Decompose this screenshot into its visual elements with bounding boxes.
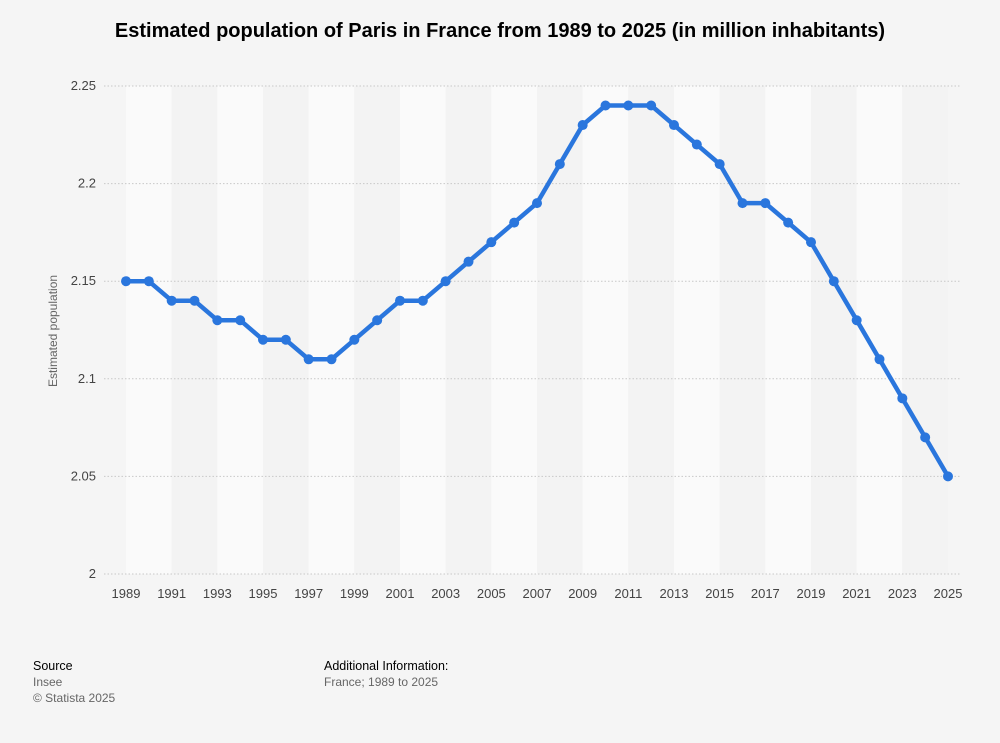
x-tick-label: 2005 bbox=[477, 586, 506, 601]
data-point[interactable] bbox=[760, 198, 771, 209]
footer-additional-info: Additional Information: France; 1989 to … bbox=[324, 658, 448, 690]
background-band bbox=[400, 86, 446, 574]
data-point[interactable] bbox=[440, 276, 451, 287]
gridlines bbox=[104, 85, 960, 575]
y-tick-label: 2 bbox=[89, 566, 96, 581]
data-point[interactable] bbox=[258, 334, 268, 345]
data-point[interactable] bbox=[554, 159, 565, 170]
x-tick-label: 2021 bbox=[842, 586, 871, 601]
source-value: Insee bbox=[33, 675, 63, 689]
data-point[interactable] bbox=[372, 315, 383, 326]
x-tick-label: 1997 bbox=[294, 586, 323, 601]
data-point[interactable] bbox=[851, 315, 862, 326]
y-tick-label: 2.2 bbox=[78, 176, 96, 191]
y-tick-label: 2.25 bbox=[71, 78, 96, 93]
background-band bbox=[354, 86, 400, 574]
data-point[interactable] bbox=[714, 159, 725, 170]
chart-title: Estimated population of Paris in France … bbox=[114, 20, 886, 42]
data-point[interactable] bbox=[920, 432, 931, 443]
x-tick-label: 1995 bbox=[249, 586, 278, 601]
data-point[interactable] bbox=[212, 315, 223, 326]
data-point[interactable] bbox=[463, 256, 474, 267]
background-band bbox=[217, 86, 263, 574]
data-point[interactable] bbox=[783, 217, 794, 228]
data-point[interactable] bbox=[509, 217, 520, 228]
footer-source: Source Insee © Statista 2025 bbox=[33, 658, 115, 706]
y-tick-label: 2.05 bbox=[71, 468, 96, 483]
data-point[interactable] bbox=[600, 100, 611, 111]
x-tick-label: 2019 bbox=[797, 586, 826, 601]
series-group bbox=[121, 100, 953, 482]
background-band bbox=[582, 86, 629, 574]
data-point[interactable] bbox=[623, 100, 634, 111]
additional-info-value: France; 1989 to 2025 bbox=[324, 675, 439, 689]
x-tick-label: 2001 bbox=[386, 586, 415, 601]
data-point[interactable] bbox=[646, 100, 657, 111]
data-point[interactable] bbox=[326, 354, 337, 365]
x-tick-label: 1993 bbox=[203, 586, 232, 601]
data-point[interactable] bbox=[828, 276, 839, 287]
copyright: © Statista 2025 bbox=[33, 691, 116, 705]
background-band bbox=[811, 86, 857, 574]
x-tick-label: 2007 bbox=[523, 586, 552, 601]
x-tick-label: 1999 bbox=[340, 586, 369, 601]
additional-info-heading: Additional Information: bbox=[324, 659, 449, 673]
data-point[interactable] bbox=[303, 354, 314, 365]
background-band bbox=[719, 86, 766, 574]
y-tick-label: 2.15 bbox=[71, 273, 96, 288]
source-heading: Source bbox=[33, 659, 73, 673]
x-axis-ticks: 1989 1991 1993 1995 1997 1999 2001 2003 2005 2007… bbox=[112, 586, 963, 601]
data-point[interactable] bbox=[395, 295, 405, 306]
data-point[interactable] bbox=[737, 198, 748, 209]
x-tick-label: 2011 bbox=[614, 586, 642, 601]
data-point[interactable] bbox=[349, 334, 360, 345]
data-point[interactable] bbox=[691, 139, 702, 150]
background-band bbox=[308, 86, 355, 574]
x-tick-label: 1989 bbox=[112, 586, 141, 601]
data-point[interactable] bbox=[486, 237, 497, 248]
x-tick-label: 2009 bbox=[568, 586, 597, 601]
background-band bbox=[902, 86, 948, 574]
x-tick-label: 2003 bbox=[431, 586, 460, 601]
x-tick-label: 2023 bbox=[888, 586, 917, 601]
data-point[interactable] bbox=[806, 237, 816, 248]
background-band bbox=[171, 86, 218, 574]
data-point[interactable] bbox=[280, 334, 291, 345]
data-point[interactable] bbox=[166, 295, 177, 306]
x-tick-label: 1991 bbox=[157, 586, 186, 601]
y-tick-label: 2.1 bbox=[78, 371, 96, 386]
x-tick-label: 2015 bbox=[705, 586, 734, 601]
x-tick-label: 2025 bbox=[934, 586, 963, 601]
background-bands bbox=[126, 86, 948, 574]
background-band bbox=[674, 86, 720, 574]
data-point[interactable] bbox=[189, 295, 200, 306]
data-point[interactable] bbox=[874, 354, 885, 365]
y-axis-title: Estimated population bbox=[46, 275, 60, 387]
x-tick-label: 2013 bbox=[660, 586, 689, 601]
background-band bbox=[445, 86, 492, 574]
data-point[interactable] bbox=[669, 120, 679, 131]
data-point[interactable] bbox=[121, 276, 131, 287]
data-point[interactable] bbox=[897, 393, 908, 404]
background-band bbox=[126, 86, 172, 574]
data-point[interactable] bbox=[235, 315, 246, 326]
x-tick-label: 2017 bbox=[751, 586, 780, 601]
data-point[interactable] bbox=[143, 276, 154, 287]
data-point[interactable] bbox=[943, 471, 953, 482]
background-band bbox=[628, 86, 674, 574]
data-point[interactable] bbox=[417, 295, 428, 306]
y-axis-ticks: 2 2.05 2.1 2.15 2.2 2.25 bbox=[71, 78, 96, 581]
background-band bbox=[491, 86, 537, 574]
data-point[interactable] bbox=[532, 198, 542, 209]
background-band bbox=[765, 86, 811, 574]
data-point[interactable] bbox=[577, 120, 588, 131]
background-band bbox=[263, 86, 309, 574]
